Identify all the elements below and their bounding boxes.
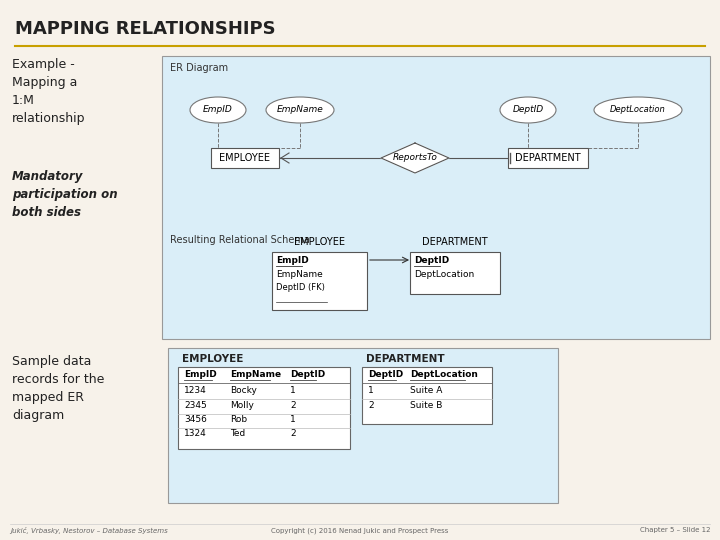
Ellipse shape: [594, 97, 682, 123]
Text: 1: 1: [290, 415, 296, 424]
Text: DeptLocation: DeptLocation: [414, 270, 474, 279]
Text: DeptID (FK): DeptID (FK): [276, 283, 325, 292]
Text: 2: 2: [290, 401, 296, 410]
Text: DeptID: DeptID: [368, 370, 403, 379]
Ellipse shape: [500, 97, 556, 123]
Text: MAPPING RELATIONSHIPS: MAPPING RELATIONSHIPS: [15, 20, 276, 38]
FancyBboxPatch shape: [168, 348, 558, 503]
Text: DeptLocation: DeptLocation: [410, 370, 478, 379]
Bar: [211, 148, 279, 168]
Text: EmpName: EmpName: [230, 370, 281, 379]
Text: Copyright (c) 2016 Nenad Jukic and Prospect Press: Copyright (c) 2016 Nenad Jukic and Prosp…: [271, 527, 449, 534]
Text: EMPLOYEE: EMPLOYEE: [182, 354, 243, 364]
Bar: [178, 367, 350, 449]
Text: 1: 1: [290, 386, 296, 395]
Text: DEPARTMENT: DEPARTMENT: [516, 153, 581, 163]
Text: 2345: 2345: [184, 401, 207, 410]
Text: Jukić, Vrbasky, Nestorov – Database Systems: Jukić, Vrbasky, Nestorov – Database Syst…: [10, 527, 168, 534]
Text: EMPLOYEE: EMPLOYEE: [220, 153, 271, 163]
Text: Resulting Relational Schema: Resulting Relational Schema: [170, 235, 310, 245]
Text: EmpName: EmpName: [276, 270, 323, 279]
Text: Molly: Molly: [230, 401, 254, 410]
Bar: [410, 252, 500, 294]
Text: 1234: 1234: [184, 386, 207, 395]
Text: ReportsTo: ReportsTo: [392, 153, 438, 163]
Text: EmpName: EmpName: [276, 105, 323, 114]
Text: DEPARTMENT: DEPARTMENT: [366, 354, 445, 364]
Text: DeptID: DeptID: [414, 256, 449, 265]
Text: Example -
Mapping a
1:M
relationship: Example - Mapping a 1:M relationship: [12, 58, 86, 125]
Text: DeptID: DeptID: [513, 105, 544, 114]
Text: Sample data
records for the
mapped ER
diagram: Sample data records for the mapped ER di…: [12, 355, 104, 422]
Text: EMPLOYEE: EMPLOYEE: [294, 237, 345, 247]
Text: Bocky: Bocky: [230, 386, 257, 395]
Text: 2: 2: [290, 429, 296, 438]
Text: Chapter 5 – Slide 12: Chapter 5 – Slide 12: [639, 527, 710, 533]
Text: DeptID: DeptID: [290, 370, 325, 379]
Text: 1324: 1324: [184, 429, 207, 438]
Text: DEPARTMENT: DEPARTMENT: [422, 237, 488, 247]
Bar: [272, 252, 367, 310]
Text: 2: 2: [368, 401, 374, 410]
Text: Mandatory
participation on
both sides: Mandatory participation on both sides: [12, 170, 117, 219]
Polygon shape: [381, 143, 449, 173]
Text: DeptLocation: DeptLocation: [610, 105, 666, 114]
Text: EmpID: EmpID: [184, 370, 217, 379]
Text: Rob: Rob: [230, 415, 247, 424]
Ellipse shape: [190, 97, 246, 123]
Text: Ted: Ted: [230, 429, 246, 438]
Ellipse shape: [266, 97, 334, 123]
Bar: [508, 148, 588, 168]
Text: 1: 1: [368, 386, 374, 395]
Text: Suite A: Suite A: [410, 386, 442, 395]
Text: ER Diagram: ER Diagram: [170, 63, 228, 73]
Bar: [362, 367, 492, 424]
Text: Suite B: Suite B: [410, 401, 442, 410]
FancyBboxPatch shape: [162, 56, 710, 339]
Text: 3456: 3456: [184, 415, 207, 424]
Text: EmpID: EmpID: [276, 256, 309, 265]
Text: EmpID: EmpID: [203, 105, 233, 114]
